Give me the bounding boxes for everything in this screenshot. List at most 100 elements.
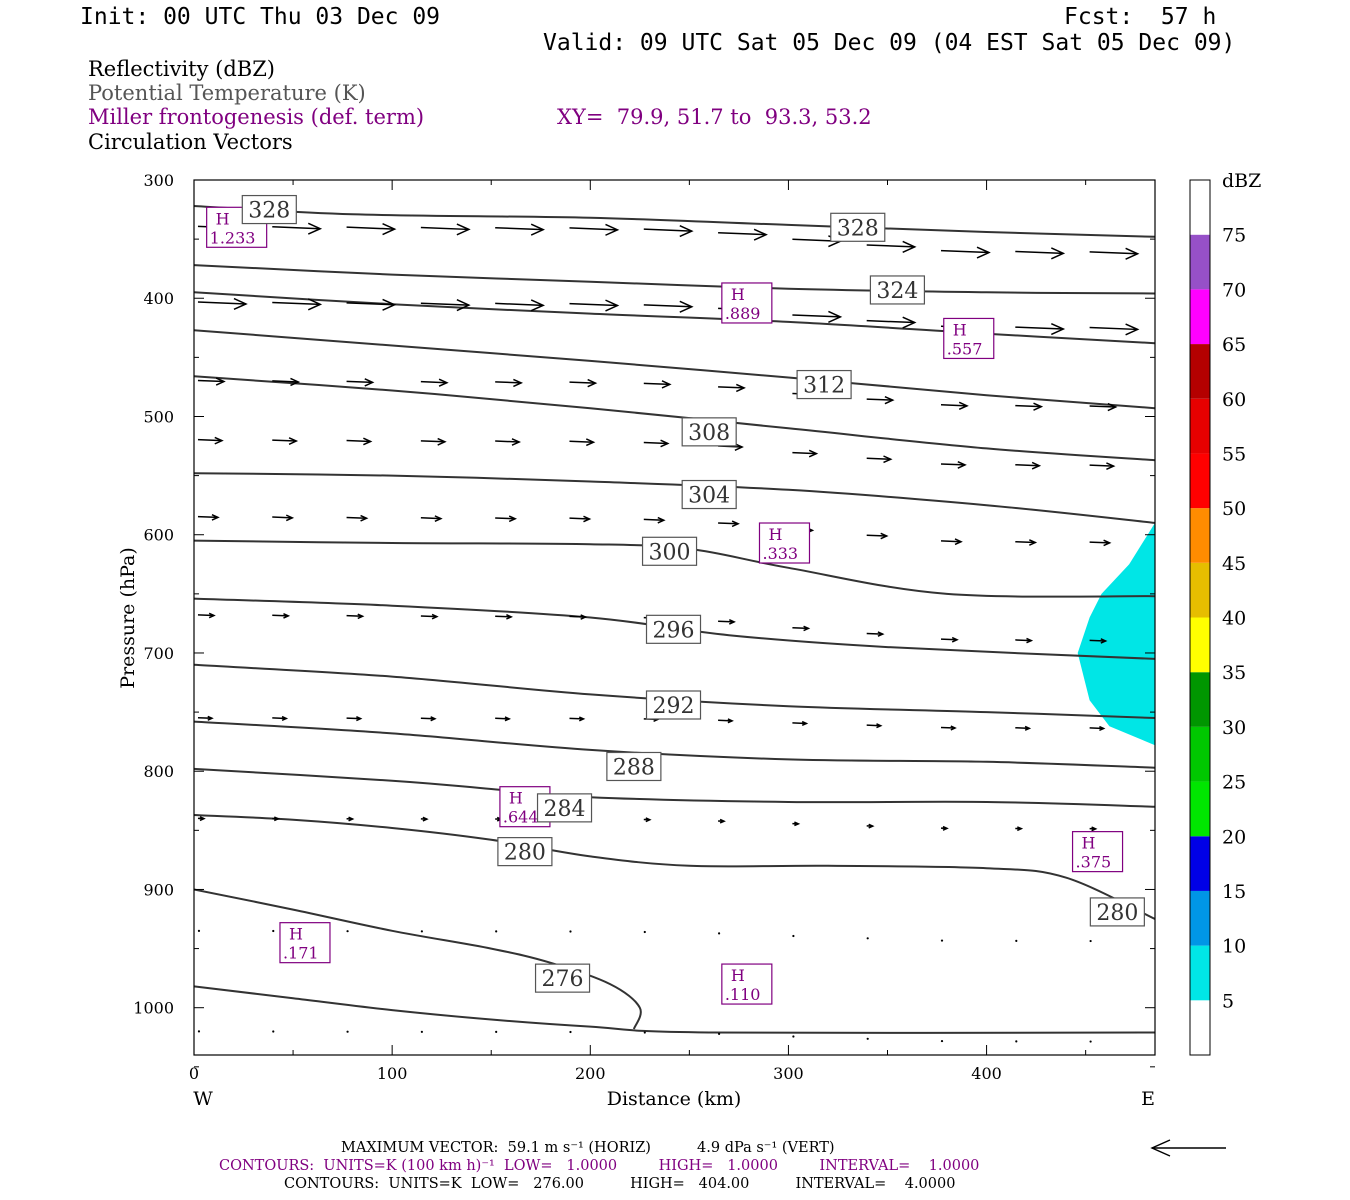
- vector-row6-4: [495, 716, 512, 722]
- init-time: Init: 00 UTC Thu 03 Dec 09: [80, 4, 441, 30]
- vector-row6-7: [718, 718, 734, 724]
- colorbar-segment-4: [1190, 781, 1210, 837]
- legend-reflectivity: Reflectivity (dBZ): [88, 57, 276, 81]
- vector-row2-11: [1015, 402, 1044, 411]
- vector-row2-12: [1089, 402, 1118, 412]
- vector-row3-12: [1089, 462, 1116, 471]
- theta-label-text: 300: [649, 540, 691, 565]
- vector-row2-3: [420, 378, 449, 387]
- colorbar-title: dBZ: [1222, 170, 1261, 192]
- colorbar-segment-9: [1190, 508, 1210, 563]
- vector-row8-0: [197, 929, 201, 932]
- colorbar-label: 45: [1222, 553, 1246, 575]
- vector-row4-5: [569, 515, 592, 523]
- theta-label-text: 328: [837, 216, 879, 241]
- vector-row7-10: [940, 825, 949, 831]
- forecast-hour: Fcst: 57 h: [1064, 4, 1217, 30]
- colorbar-label: 20: [1222, 826, 1246, 848]
- vector-row9-11: [1015, 1040, 1018, 1043]
- vector-row4-9: [866, 532, 889, 540]
- vector-row1-8: [792, 310, 843, 323]
- vector-row3-6: [643, 439, 670, 448]
- theta-label-276-13: 276: [534, 963, 591, 993]
- vector-row6-0: [197, 715, 214, 721]
- vector-row0-12: [1089, 247, 1140, 260]
- vector-row1-12: [1089, 323, 1140, 336]
- y-tick-label: 400: [143, 289, 174, 308]
- vector-row9-0: [197, 1030, 201, 1033]
- theta-contour-312-10: [194, 329, 1155, 410]
- vector-row7-7: [718, 818, 726, 824]
- vector-row1-2: [346, 298, 397, 311]
- vector-row9-10: [940, 1039, 944, 1043]
- reference-vector: [1150, 1139, 1226, 1157]
- theta-label-300-6: 300: [641, 536, 698, 566]
- vector-row6-3: [420, 716, 437, 722]
- colorbar-label: 5: [1222, 990, 1234, 1012]
- x-tick-label: 0: [189, 1064, 199, 1083]
- vector-row8-3: [420, 930, 423, 933]
- y-tick-label: 700: [143, 644, 174, 663]
- colorbar-segment-11: [1190, 398, 1210, 454]
- colorbar-segment-6: [1190, 672, 1210, 727]
- theta-label-328-1: 328: [830, 212, 886, 242]
- west-label: W: [193, 1088, 213, 1110]
- vector-row5-0: [197, 612, 216, 619]
- vector-row9-5: [569, 1030, 572, 1034]
- east-label: E: [1141, 1088, 1155, 1110]
- vector-row7-1: [272, 816, 281, 822]
- high-value: .889: [725, 304, 761, 323]
- vector-row2-9: [866, 395, 895, 405]
- theta-contour-284-3: [194, 767, 1155, 808]
- theta-label-328-0: 328: [241, 194, 297, 225]
- theta-contour-288-4: [194, 720, 1155, 769]
- vector-row8-1: [272, 929, 275, 933]
- x-tick-label: 400: [971, 1064, 1002, 1083]
- theta-contour-308-9: [194, 375, 1155, 462]
- vector-row5-2: [346, 613, 365, 620]
- colorbar-label: 50: [1222, 498, 1246, 520]
- vector-row8-9: [866, 937, 869, 940]
- vector-row0-6: [643, 225, 694, 238]
- vector-row4-2: [346, 514, 369, 522]
- vector-row3-9: [866, 455, 893, 464]
- theta-label-312-3: 312: [796, 369, 852, 400]
- footer-contours-theta: CONTOURS: UNITS=K LOW= 276.00 HIGH= 404.…: [284, 1176, 956, 1192]
- vector-row5-10: [940, 636, 959, 643]
- theta-label-text: 280: [1096, 901, 1138, 926]
- colorbar-segment-13: [1190, 289, 1210, 345]
- legend-miller: Miller frontogenesis (def. term): [88, 105, 425, 129]
- x-tick-label: 300: [773, 1064, 804, 1083]
- theta-label-text: 328: [248, 199, 290, 224]
- footer-max-vector: MAXIMUM VECTOR: 59.1 m s⁻¹ (HORIZ) 4.9 d…: [341, 1140, 835, 1156]
- vector-row7-11: [1015, 826, 1024, 832]
- theta-label-304-5: 304: [681, 479, 737, 510]
- legend-theta: Potential Temperature (K): [88, 81, 366, 105]
- theta-label-text: 292: [653, 694, 695, 719]
- vector-row3-1: [272, 437, 299, 445]
- theta-label-288-9: 288: [606, 751, 662, 782]
- vector-row7-8: [792, 821, 801, 827]
- theta-contour-328-13: [194, 205, 1155, 238]
- vector-row4-11: [1015, 539, 1038, 546]
- vector-row8-5: [569, 930, 572, 933]
- colorbar-segment-10: [1190, 453, 1210, 509]
- vector-row8-2: [346, 930, 349, 933]
- high-letter: H: [509, 789, 523, 808]
- legend-vectors: Circulation Vectors: [88, 130, 293, 154]
- vector-row5-8: [792, 625, 811, 632]
- y-tick-label: 900: [143, 880, 174, 899]
- colorbar-label: 15: [1222, 881, 1246, 903]
- vector-row9-1: [272, 1030, 275, 1033]
- theta-label-text: 276: [542, 967, 584, 992]
- colorbar-segment-7: [1190, 617, 1210, 673]
- theta-contour-316-11: [194, 291, 1155, 345]
- vector-row2-0: [197, 377, 226, 386]
- theta-label-284-10: 284: [536, 793, 593, 823]
- vector-row3-0: [197, 436, 224, 445]
- vector-row1-0: [197, 297, 248, 311]
- vector-row7-9: [866, 823, 875, 829]
- vector-row0-7: [718, 228, 768, 241]
- vector-row1-5: [569, 299, 620, 312]
